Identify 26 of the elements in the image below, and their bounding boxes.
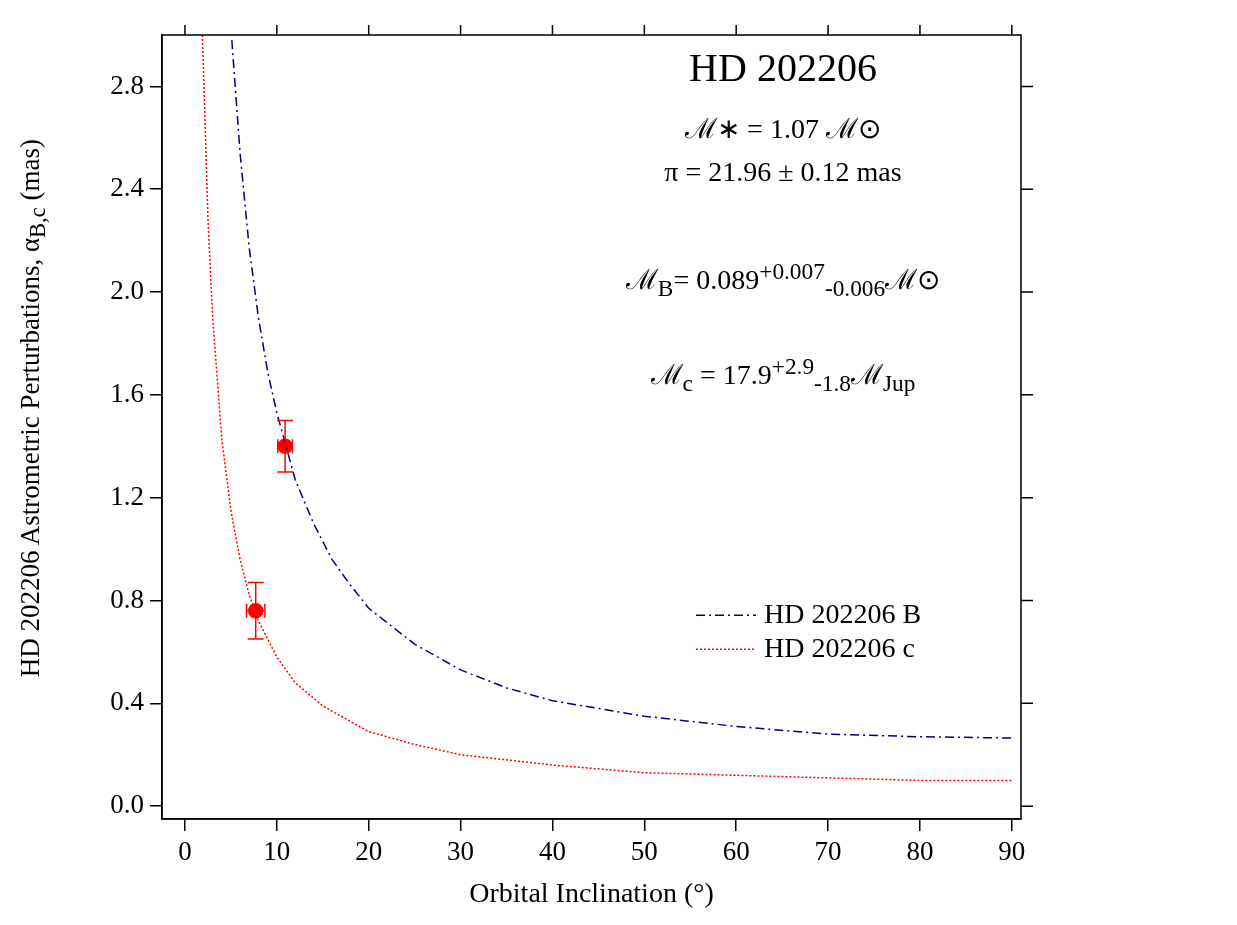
- x-tick-label: 90: [998, 836, 1026, 867]
- y-tick-label: 0.4: [110, 686, 145, 717]
- annotation: π = 21.96 ± 0.12 mas: [663, 156, 903, 188]
- chart-title: HD 202206: [688, 44, 878, 91]
- x-tick-label: 30: [447, 836, 475, 867]
- x-tick-label: 50: [630, 836, 658, 867]
- annotation: ℳ∗ = 1.07 ℳ⊙: [684, 112, 882, 146]
- y-tick-label: 0.8: [110, 583, 144, 614]
- legend-label: HD 202206 c: [764, 631, 915, 663]
- x-tick-label: 70: [814, 836, 842, 867]
- x-tick-label: 10: [263, 836, 291, 867]
- y-tick-label: 2.8: [110, 69, 144, 100]
- x-tick-label: 0: [178, 836, 192, 867]
- y-tick-label: 1.6: [110, 377, 144, 408]
- y-tick-label: 2.4: [110, 172, 145, 203]
- x-axis-title: Orbital Inclination (°): [469, 876, 714, 908]
- annotation: ℳ$_{c}$ = 17.9$^{+2.9}$$_{-1.8}$ℳ$_{Jup}$: [649, 353, 917, 397]
- annotation: ℳ$_{B}$= 0.089$^{+0.007}$$_{-0.006}$ℳ⊙: [624, 258, 942, 302]
- y-tick-label: 2.0: [110, 275, 144, 306]
- x-tick-label: 80: [906, 836, 934, 867]
- x-tick-label: 40: [538, 836, 566, 867]
- x-tick-label: 60: [722, 836, 750, 867]
- y-tick-label: 1.2: [110, 480, 144, 511]
- x-tick-label: 20: [355, 836, 383, 867]
- legend-label: HD 202206 B: [764, 597, 922, 629]
- y-tick-label: 0.0: [110, 789, 144, 820]
